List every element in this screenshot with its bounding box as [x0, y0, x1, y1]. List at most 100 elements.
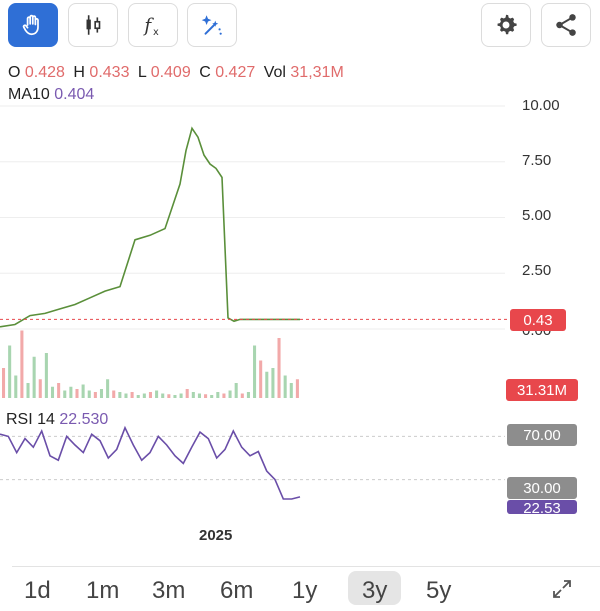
gear-icon	[497, 14, 517, 35]
period-1d[interactable]: 1d	[24, 577, 51, 604]
price-tick: 5.00	[522, 207, 552, 224]
open-value: 0.428	[24, 64, 65, 81]
volume-bar	[57, 383, 61, 398]
period-6m[interactable]: 6m	[220, 577, 254, 604]
ohlc-readout: O 0.428 H 0.433 L 0.409 C 0.427 Vol 31,3…	[8, 64, 348, 82]
price-chart[interactable]	[0, 0, 600, 520]
ai-tool-button[interactable]	[187, 3, 237, 47]
volume-bar	[204, 394, 208, 398]
magic-sparkle-icon	[201, 15, 222, 35]
volume-bar	[81, 384, 85, 398]
volume-bar	[173, 395, 177, 398]
volume-bar	[44, 353, 48, 398]
low-value: 0.409	[150, 64, 191, 81]
price-tick: 2.50	[522, 262, 552, 279]
svg-text:x: x	[153, 27, 159, 38]
high-value: 0.433	[89, 64, 130, 81]
volume-bar	[234, 383, 238, 398]
volume-bar	[289, 383, 293, 398]
volume-bar	[112, 390, 116, 398]
high-label: H	[73, 64, 85, 81]
ma-readout: MA10 0.404	[8, 86, 94, 104]
volume-bar	[142, 393, 146, 398]
low-label: L	[137, 64, 147, 81]
volume-bar	[130, 392, 134, 398]
ma-value: 0.404	[54, 86, 95, 103]
volume-bar	[93, 392, 97, 398]
volume-bar	[124, 393, 128, 398]
volume-bar	[191, 392, 195, 398]
period-1y[interactable]: 1y	[292, 577, 318, 604]
settings-button[interactable]	[481, 3, 531, 47]
volume-bar	[14, 375, 18, 398]
volume-bar	[8, 345, 12, 398]
close-value: 0.427	[215, 64, 256, 81]
volume-bar	[136, 395, 140, 398]
price-tick: 7.50	[522, 152, 552, 169]
open-label: O	[8, 64, 21, 81]
volume-bar	[265, 371, 269, 398]
volume-bar	[26, 383, 30, 398]
volume-bar	[210, 395, 214, 398]
volume-bar	[87, 390, 91, 398]
volume-bar	[253, 345, 257, 398]
price-line	[0, 126, 300, 328]
volume-value: 31,31M	[290, 64, 344, 81]
candlestick-icon	[86, 15, 101, 35]
volume-bar	[50, 386, 55, 398]
rsi-readout: RSI 14 22.530	[6, 411, 108, 429]
period-1m[interactable]: 1m	[86, 577, 120, 604]
rsi-label: RSI 14	[6, 411, 55, 428]
share-button[interactable]	[541, 3, 591, 47]
share-icon	[556, 14, 576, 36]
rsi-level-low-tag: 30.00	[507, 477, 577, 499]
rsi-value: 22.530	[59, 411, 109, 428]
hand-icon	[22, 14, 39, 36]
volume-bar	[155, 390, 159, 398]
current-price-tag: 0.43	[510, 309, 566, 331]
expand-icon[interactable]	[550, 577, 574, 601]
volume-bar	[148, 392, 152, 398]
volume-bar	[271, 368, 275, 398]
period-3m[interactable]: 3m	[152, 577, 186, 604]
volume-bar	[185, 389, 189, 398]
volume-bar	[32, 356, 36, 398]
candlestick-tool-button[interactable]	[68, 3, 118, 47]
volume-bar	[167, 394, 171, 398]
volume-bar	[222, 393, 226, 398]
rsi-line	[0, 425, 301, 500]
volume-tag: 31.31M	[506, 379, 578, 401]
volume-bar	[63, 390, 67, 398]
volume-bar	[179, 393, 183, 398]
rsi-value-tag: 22.53	[507, 500, 577, 514]
price-tick: 10.00	[522, 97, 560, 114]
volume-bar	[197, 393, 201, 398]
volume-label: Vol	[263, 64, 286, 81]
volume-bar	[20, 330, 24, 398]
volume-bar	[38, 379, 42, 398]
volume-bar	[216, 392, 220, 398]
ma-label: MA10	[8, 86, 50, 103]
volume-bar	[2, 368, 6, 398]
volume-bar	[246, 392, 250, 398]
volume-bar	[240, 393, 244, 398]
volume-bar	[228, 390, 232, 398]
volume-bar	[295, 379, 299, 398]
volume-bar	[277, 338, 281, 398]
close-label: C	[199, 64, 211, 81]
indicator-function-button[interactable]: f x	[128, 3, 178, 47]
rsi-level-high-tag: 70.00	[507, 424, 577, 446]
function-icon: f x	[142, 16, 159, 38]
volume-bar	[69, 386, 73, 398]
volume-bar	[99, 389, 104, 398]
volume-bar	[161, 393, 165, 398]
period-selector: 1d 1m 3m 6m 1y 3y 5y	[12, 566, 600, 605]
volume-bar	[283, 375, 287, 398]
period-5y[interactable]: 5y	[426, 577, 452, 604]
x-axis-label: 2025	[199, 527, 233, 544]
volume-bar	[75, 389, 79, 398]
volume-bar	[106, 379, 110, 398]
hand-tool-button[interactable]	[8, 3, 58, 47]
volume-bar	[118, 392, 122, 398]
volume-bar	[259, 360, 263, 398]
